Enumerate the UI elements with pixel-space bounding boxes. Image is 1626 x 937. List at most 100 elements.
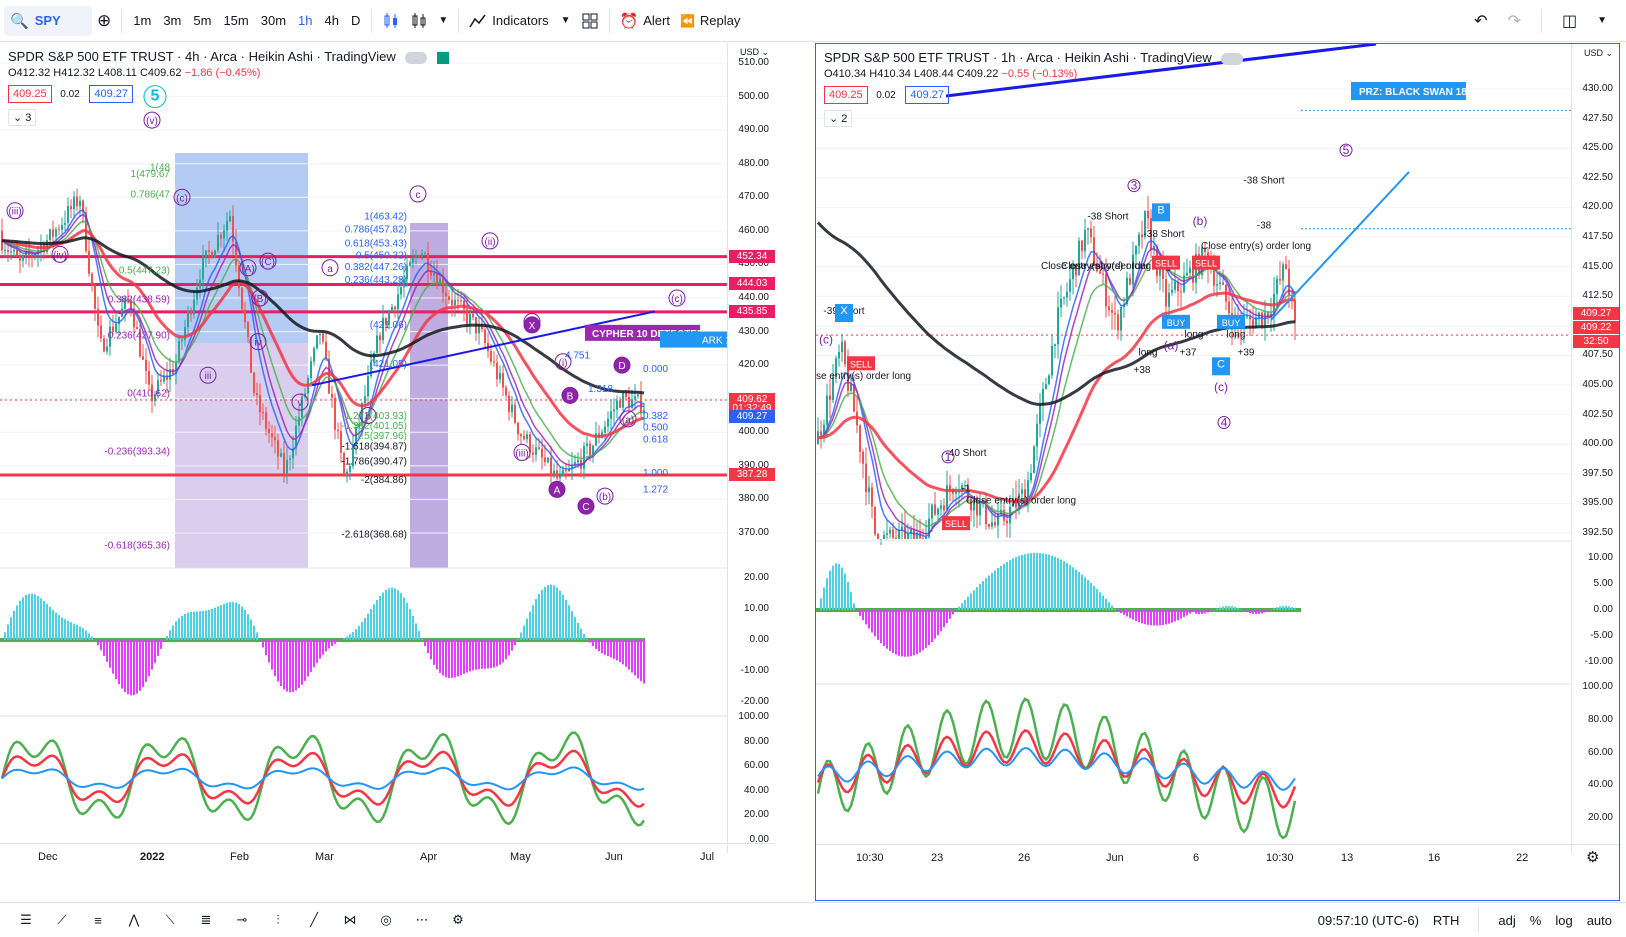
wave-marker[interactable] <box>619 410 637 428</box>
wave-marker[interactable] <box>613 356 631 374</box>
bar-style-button[interactable] <box>377 6 405 36</box>
wave-marker[interactable] <box>143 85 167 109</box>
line-tool-icon[interactable]: ╱ <box>310 912 318 927</box>
right-buy-price[interactable]: 409.27 <box>905 86 950 104</box>
wave-marker[interactable] <box>548 480 566 498</box>
crosshair-icon[interactable]: ☰ <box>20 912 32 927</box>
wave-marker[interactable] <box>941 450 955 464</box>
log-toggle[interactable]: log <box>1555 912 1573 928</box>
gann-icon[interactable]: ⋈ <box>343 912 357 927</box>
timeframe-1m[interactable]: 1m <box>133 13 152 28</box>
timeframe-3m[interactable]: 3m <box>163 13 182 28</box>
currency-label[interactable]: USD ⌄ <box>739 47 769 57</box>
session-toggle[interactable]: RTH <box>1432 912 1460 928</box>
cycle-icon[interactable]: ◎ <box>380 912 392 927</box>
compare-add-button[interactable]: ⊕ <box>92 6 116 36</box>
auto-toggle[interactable]: auto <box>1586 912 1612 928</box>
alert-button[interactable]: ⏰ Alert <box>615 6 675 36</box>
price-tag[interactable]: 435.85 <box>729 304 775 318</box>
wave-marker[interactable] <box>1152 203 1170 222</box>
chart-type-button[interactable]: ▼ <box>405 6 453 36</box>
signal-badge[interactable] <box>1192 255 1220 270</box>
price-tag[interactable]: 452.34 <box>729 249 775 263</box>
timeframe-D[interactable]: D <box>350 13 361 28</box>
signal-badge[interactable] <box>1152 255 1180 270</box>
timeframe-1h[interactable]: 1h <box>298 13 313 28</box>
wave-marker[interactable] <box>251 289 269 307</box>
trend-line[interactable] <box>945 44 1377 98</box>
zoom-icon[interactable]: ⫶ <box>276 912 280 927</box>
wave-marker[interactable] <box>321 259 339 277</box>
clock-time[interactable]: 09:57:10 (UTC-6) <box>1317 912 1419 928</box>
wave-marker[interactable] <box>199 366 217 384</box>
wave-marker[interactable] <box>1212 357 1230 376</box>
wave-marker[interactable] <box>523 316 541 334</box>
right-chart-pane[interactable]: SPDR S&P 500 ETF TRUST · 1h · Arca · Hei… <box>815 43 1620 901</box>
visibility-dots-icon[interactable] <box>405 51 428 64</box>
left-sell-price[interactable]: 409.25 <box>8 85 52 103</box>
signal-badge[interactable] <box>1217 314 1245 329</box>
settings-gear-icon[interactable]: ⚙ <box>1586 849 1600 866</box>
redo-icon[interactable]: ↷ <box>1507 12 1521 30</box>
wave-marker[interactable] <box>291 393 309 411</box>
wave-marker[interactable] <box>143 111 161 129</box>
left-indicators-collapse[interactable]: ⌄ 3 <box>8 109 37 126</box>
wave-marker[interactable] <box>6 202 24 220</box>
timeframe-15m[interactable]: 15m <box>223 13 249 28</box>
left-buy-price[interactable]: 409.27 <box>89 85 134 103</box>
right-price-axis[interactable]: USD ⌄ 430.00 427.50 425.00 422.50 420.00 417.5… <box>1571 44 1619 854</box>
visibility-dots-icon[interactable] <box>1221 52 1244 65</box>
pattern-icon[interactable]: ⋀ <box>128 912 140 927</box>
settings-icon[interactable]: ⚙ <box>452 912 464 927</box>
measure-icon[interactable]: ⊸ <box>236 912 248 927</box>
left-chart-pane[interactable]: SPDR S&P 500 ETF TRUST · 4h · Arca · Hei… <box>0 43 775 901</box>
wave-marker[interactable] <box>1339 143 1353 157</box>
undo-icon[interactable]: ↶ <box>1474 12 1488 30</box>
brush-icon[interactable]: ⟍ <box>165 912 175 927</box>
left-chart-canvas[interactable]: 1(481(479.67 0.786(47 0.5(447.23) 0.382(438… <box>0 43 727 853</box>
right-chart-title[interactable]: SPDR S&P 500 ETF TRUST · 1h · Arca · Hei… <box>824 50 1212 65</box>
wave-marker[interactable] <box>596 487 614 505</box>
wave-marker[interactable] <box>1217 416 1231 429</box>
wave-marker[interactable] <box>577 497 595 515</box>
price-tag[interactable]: 32:50 <box>1573 335 1619 349</box>
prz-badge[interactable] <box>1351 82 1466 100</box>
ruler-icon[interactable]: ⋯ <box>415 912 429 927</box>
fib-icon[interactable]: ≡ <box>94 912 102 928</box>
wave-marker[interactable] <box>554 353 572 371</box>
signal-badge[interactable] <box>1162 314 1190 329</box>
trend-line[interactable] <box>311 310 656 387</box>
trend-line-icon[interactable]: ⟋ <box>57 912 67 927</box>
layout-split-icon[interactable]: ◫ <box>1561 12 1578 30</box>
projection-line[interactable] <box>1270 171 1410 321</box>
indicators-button[interactable]: Indicators ▼ <box>464 6 575 36</box>
wave-marker[interactable] <box>835 304 853 322</box>
right-time-axis[interactable]: 10:30 23 26 Jun 6 10:30 13 16 22 ⚙ <box>816 844 1619 870</box>
wave-marker[interactable] <box>239 259 257 277</box>
text-icon[interactable]: ≣ <box>200 912 212 927</box>
adj-toggle[interactable]: adj <box>1498 912 1516 928</box>
pattern-ext-badge[interactable] <box>660 331 727 348</box>
signal-badge[interactable] <box>942 516 970 531</box>
price-tag[interactable]: 387.28 <box>729 467 775 481</box>
wave-marker[interactable] <box>561 386 579 404</box>
price-tag[interactable]: 409.27 <box>1573 307 1619 320</box>
wave-marker[interactable] <box>51 245 69 263</box>
right-chart-canvas[interactable]: PRZ: BLACK SWAN 18-39 Short-38 Short-38 … <box>816 44 1571 854</box>
wave-marker[interactable] <box>1127 179 1141 193</box>
percent-toggle[interactable]: % <box>1529 912 1542 928</box>
wave-marker[interactable] <box>481 232 499 250</box>
layouts-button[interactable] <box>576 6 604 36</box>
price-tag[interactable]: 409.27 <box>729 410 775 424</box>
timeframe-5m[interactable]: 5m <box>193 13 212 28</box>
symbol-search[interactable]: 🔍 SPY <box>4 5 92 36</box>
chevron-down-icon[interactable]: ▼ <box>1597 15 1607 26</box>
left-chart-title[interactable]: SPDR S&P 500 ETF TRUST · 4h · Arca · Hei… <box>8 49 396 64</box>
currency-label[interactable]: USD ⌄ <box>1583 48 1613 58</box>
left-time-axis[interactable]: Dec 2022 Feb Mar Apr May Jun Jul <box>0 843 775 869</box>
wave-marker[interactable] <box>173 188 191 206</box>
wave-marker[interactable] <box>513 443 531 461</box>
right-sell-price[interactable]: 409.25 <box>824 86 868 104</box>
wave-marker[interactable] <box>359 407 377 424</box>
wave-marker[interactable] <box>249 333 267 351</box>
